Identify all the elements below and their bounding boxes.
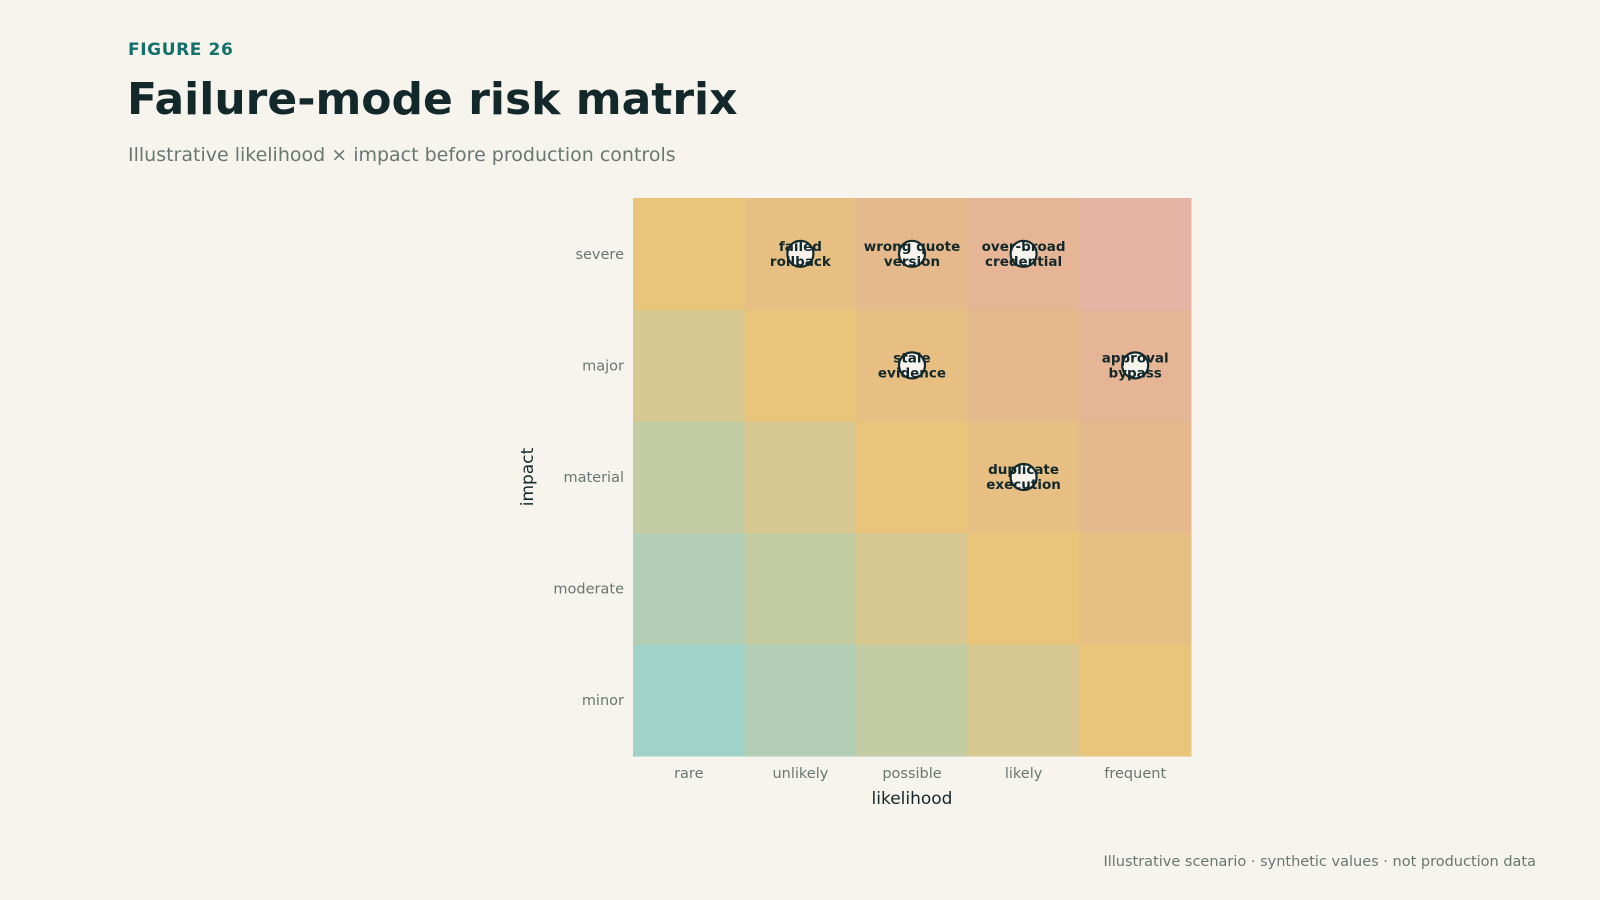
risk-point-duplicate-execution: duplicate execution	[986, 462, 1061, 493]
x-tick-labels: rare unlikely possible likely frequent	[674, 766, 1166, 782]
heatmap-cell-rare-severe	[633, 198, 746, 311]
y-tick-material: material	[563, 470, 624, 486]
heatmap-cell-possible-minor	[856, 644, 969, 757]
heatmap-cell-unlikely-material	[744, 421, 857, 534]
risk-point-over-broad-credential: over-broad credential	[982, 239, 1066, 270]
risk-point-failed-rollback: failed rollback	[770, 239, 832, 270]
y-tick-minor: minor	[582, 693, 624, 709]
page-subtitle: Illustrative likelihood × impact before …	[128, 144, 676, 166]
heatmap-cell-likely-major	[967, 309, 1080, 422]
risk-marker-wrong-quote-version	[897, 239, 927, 268]
x-axis-label: likelihood	[872, 789, 953, 809]
risk-marker-duplicate-execution	[1009, 462, 1038, 492]
heatmap-cell-likely-minor	[967, 644, 1080, 757]
heatmap-cell-frequent-minor	[1079, 644, 1192, 757]
risk-label-over-broad-credential: over-broad credential	[982, 239, 1066, 270]
y-tick-major: major	[582, 358, 624, 374]
risk-points: failed rollback wrong quote version over-bro…	[770, 239, 1169, 493]
x-tick-rare: rare	[674, 766, 703, 782]
heatmap-cell-rare-minor	[633, 644, 746, 757]
risk-label-duplicate-execution: duplicate execution	[986, 462, 1061, 493]
risk-marker-over-broad-credential	[1009, 239, 1038, 268]
risk-marker-failed-rollback	[786, 239, 815, 268]
heatmap-cell-likely-moderate	[967, 532, 1080, 645]
risk-label-failed-rollback: failed rollback	[770, 239, 832, 270]
heatmap-cell-rare-major	[633, 309, 746, 422]
y-tick-labels: minor moderate material major severe	[553, 247, 624, 709]
y-axis-label: impact	[518, 447, 538, 506]
x-tick-likely: likely	[1005, 766, 1043, 782]
heatmap-cell-frequent-moderate	[1079, 532, 1192, 645]
heatmap-cell-frequent-severe	[1079, 198, 1192, 311]
x-tick-unlikely: unlikely	[772, 766, 828, 782]
footer-note: Illustrative scenario · synthetic values…	[1103, 854, 1536, 870]
risk-label-wrong-quote-version: wrong quote version	[864, 239, 961, 270]
risk-marker-stale-evidence	[897, 351, 927, 380]
risk-point-stale-evidence: stale evidence	[878, 350, 946, 381]
page-title: Failure-mode risk matrix	[127, 74, 738, 125]
y-tick-severe: severe	[575, 247, 624, 263]
risk-marker-approval-bypass	[1121, 351, 1150, 380]
risk-label-stale-evidence: stale evidence	[878, 350, 946, 381]
heatmap-cell-possible-material	[856, 421, 969, 534]
x-tick-frequent: frequent	[1104, 766, 1166, 782]
risk-point-approval-bypass: approval bypass	[1102, 350, 1169, 381]
x-tick-possible: possible	[882, 766, 941, 782]
risk-label-approval-bypass: approval bypass	[1102, 350, 1169, 381]
heatmap-cell-unlikely-minor	[744, 644, 857, 757]
heatmap-cell-unlikely-major	[744, 309, 857, 422]
y-tick-moderate: moderate	[553, 582, 624, 598]
heatmap-cell-rare-moderate	[633, 532, 746, 645]
heatmap-cell-frequent-material	[1079, 421, 1192, 534]
heatmap-cell-possible-moderate	[856, 532, 969, 645]
risk-point-wrong-quote-version: wrong quote version	[864, 239, 961, 270]
heatmap-cell-rare-material	[633, 421, 746, 534]
heatmap-cells	[633, 198, 1192, 757]
figure-number: FIGURE 26	[128, 40, 234, 60]
heatmap-cell-unlikely-moderate	[744, 532, 857, 645]
